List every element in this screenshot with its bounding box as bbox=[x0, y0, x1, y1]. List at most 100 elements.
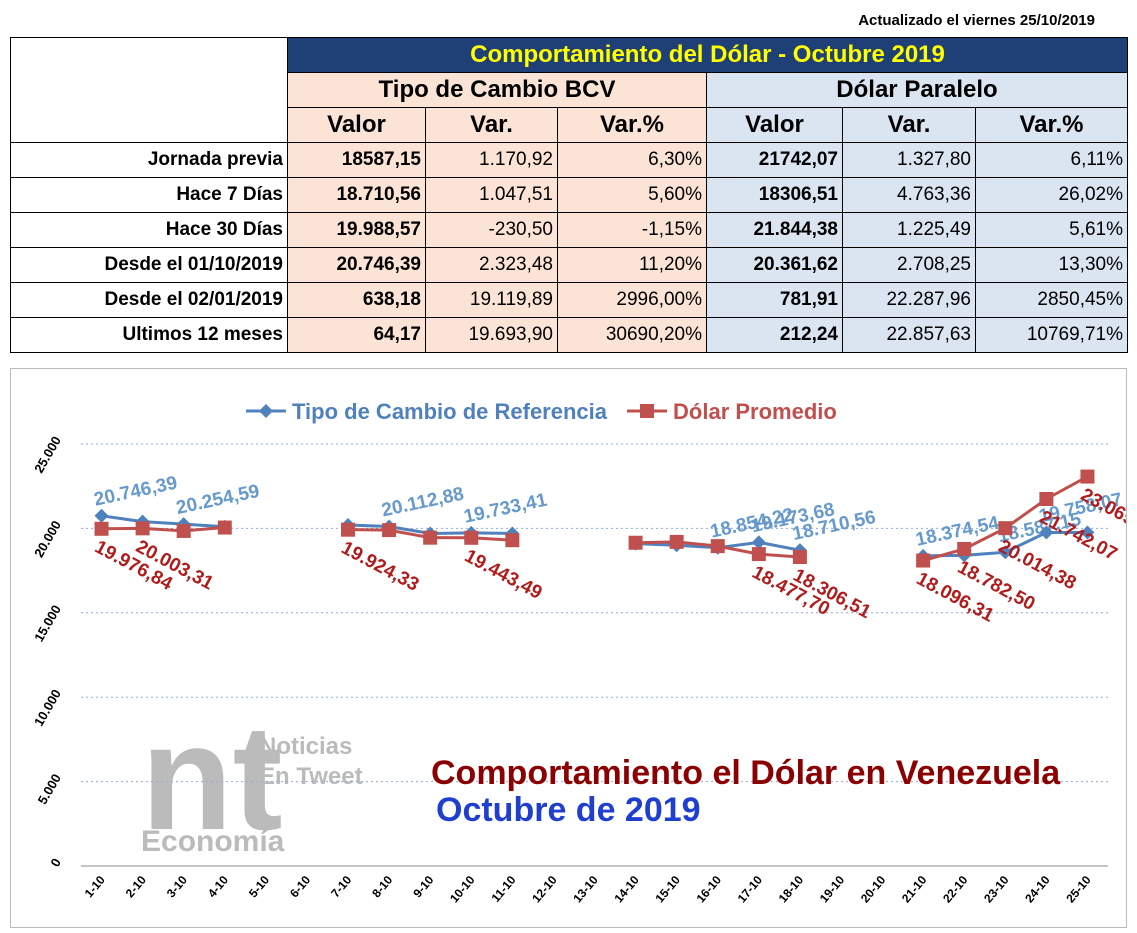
y-tick-label: 25.000 bbox=[31, 434, 64, 476]
row-label: Hace 30 Días bbox=[10, 212, 288, 248]
marker bbox=[217, 520, 232, 535]
legend-label: Tipo de Cambio de Referencia bbox=[292, 399, 608, 424]
table-cell: 11,20% bbox=[557, 247, 707, 283]
row-label: Desde el 01/10/2019 bbox=[10, 247, 288, 283]
table-cell: 64,17 bbox=[287, 317, 426, 353]
x-tick-label: 15-10 bbox=[652, 873, 683, 906]
table-cell: 19.988,57 bbox=[287, 212, 426, 248]
row-label: Desde el 02/01/2019 bbox=[10, 282, 288, 318]
table-cell: 781,91 bbox=[706, 282, 843, 318]
x-tick-label: 10-10 bbox=[447, 873, 478, 906]
marker bbox=[135, 521, 150, 536]
table-cell: 4.763,36 bbox=[842, 177, 976, 213]
x-tick-label: 23-10 bbox=[981, 873, 1012, 906]
column-header: Var.% bbox=[557, 107, 707, 143]
annotation: Comportamiento el Dólar en Venezuela bbox=[431, 754, 1061, 792]
group-header: Tipo de Cambio BCV bbox=[287, 72, 707, 108]
x-tick-label: 18-10 bbox=[776, 873, 807, 906]
marker bbox=[710, 539, 725, 554]
table-cell: 5,60% bbox=[557, 177, 707, 213]
legend-marker bbox=[640, 404, 655, 418]
row-label: Jornada previa bbox=[10, 142, 288, 178]
watermark: Economía bbox=[141, 825, 285, 858]
y-tick-label: 0 bbox=[47, 856, 64, 870]
column-header: Valor bbox=[287, 107, 426, 143]
table-cell: 20.746,39 bbox=[287, 247, 426, 283]
table-cell: 18306,51 bbox=[706, 177, 843, 213]
marker bbox=[382, 523, 397, 538]
column-header: Var. bbox=[425, 107, 558, 143]
table-cell: 6,30% bbox=[557, 142, 707, 178]
annotation: Octubre de 2019 bbox=[436, 791, 701, 829]
table-cell: 22.857,63 bbox=[842, 317, 976, 353]
marker bbox=[916, 553, 931, 568]
x-tick-label: 19-10 bbox=[817, 873, 848, 906]
data-label: 20.112,88 bbox=[380, 483, 466, 521]
y-tick-label: 5.000 bbox=[35, 771, 64, 807]
marker bbox=[751, 547, 766, 562]
table-cell: 21.844,38 bbox=[706, 212, 843, 248]
x-tick-label: 2-10 bbox=[123, 873, 149, 901]
marker bbox=[628, 535, 643, 550]
table-cell: 638,18 bbox=[287, 282, 426, 318]
table-cell: -1,15% bbox=[557, 212, 707, 248]
x-tick-label: 22-10 bbox=[940, 873, 971, 906]
x-tick-label: 20-10 bbox=[858, 873, 889, 906]
marker bbox=[423, 530, 438, 545]
watermark: En Tweet bbox=[259, 763, 363, 790]
x-tick-label: 16-10 bbox=[694, 873, 725, 906]
marker bbox=[1039, 491, 1054, 506]
marker bbox=[94, 521, 109, 536]
x-tick-label: 1-10 bbox=[82, 873, 108, 901]
x-tick-label: 5-10 bbox=[246, 873, 272, 901]
marker bbox=[1039, 525, 1054, 540]
marker bbox=[94, 508, 109, 523]
table-cell: 5,61% bbox=[975, 212, 1128, 248]
x-tick-label: 7-10 bbox=[328, 873, 354, 901]
table-cell: 19.693,90 bbox=[425, 317, 558, 353]
data-label: 19.924,33 bbox=[338, 538, 422, 596]
x-tick-label: 25-10 bbox=[1063, 873, 1094, 906]
table-cell: 2.708,25 bbox=[842, 247, 976, 283]
watermark: Noticias bbox=[259, 733, 352, 760]
table-cell: 22.287,96 bbox=[842, 282, 976, 318]
data-label: 20.254,59 bbox=[174, 481, 261, 519]
table-cell: 2.323,48 bbox=[425, 247, 558, 283]
table-cell: 19.119,89 bbox=[425, 282, 558, 318]
x-tick-label: 4-10 bbox=[205, 873, 231, 901]
marker bbox=[176, 523, 191, 538]
table-cell: 26,02% bbox=[975, 177, 1128, 213]
marker bbox=[792, 549, 807, 564]
data-label: 19.733,41 bbox=[462, 490, 549, 528]
column-header: Var. bbox=[842, 107, 976, 143]
table-cell: 13,30% bbox=[975, 247, 1128, 283]
table-cell: 21742,07 bbox=[706, 142, 843, 178]
row-label: Hace 7 Días bbox=[10, 177, 288, 213]
table-cell: 1.327,80 bbox=[842, 142, 976, 178]
x-tick-label: 13-10 bbox=[570, 873, 601, 906]
marker bbox=[1080, 469, 1095, 484]
table-cell: 1.225,49 bbox=[842, 212, 976, 248]
marker bbox=[957, 541, 972, 556]
x-tick-label: 14-10 bbox=[611, 873, 642, 906]
table-cell: 1.170,92 bbox=[425, 142, 558, 178]
table-cell: 18587,15 bbox=[287, 142, 426, 178]
x-tick-label: 12-10 bbox=[529, 873, 560, 906]
table-cell: 10769,71% bbox=[975, 317, 1128, 353]
x-tick-label: 17-10 bbox=[735, 873, 766, 906]
y-tick-label: 20.000 bbox=[31, 518, 64, 560]
x-tick-label: 11-10 bbox=[489, 873, 519, 905]
table-cell: -230,50 bbox=[425, 212, 558, 248]
update-note: Actualizado el viernes 25/10/2019 bbox=[858, 12, 1095, 29]
marker bbox=[998, 545, 1013, 560]
column-header: Var.% bbox=[975, 107, 1128, 143]
table-cell: 2996,00% bbox=[557, 282, 707, 318]
x-tick-label: 6-10 bbox=[287, 873, 313, 901]
legend-marker bbox=[259, 404, 273, 418]
marker bbox=[998, 521, 1013, 536]
rate-table: Comportamiento del Dólar - Octubre 2019 T… bbox=[10, 37, 1128, 353]
marker bbox=[1080, 525, 1095, 540]
table-cell: 30690,20% bbox=[557, 317, 707, 353]
marker bbox=[341, 522, 356, 537]
